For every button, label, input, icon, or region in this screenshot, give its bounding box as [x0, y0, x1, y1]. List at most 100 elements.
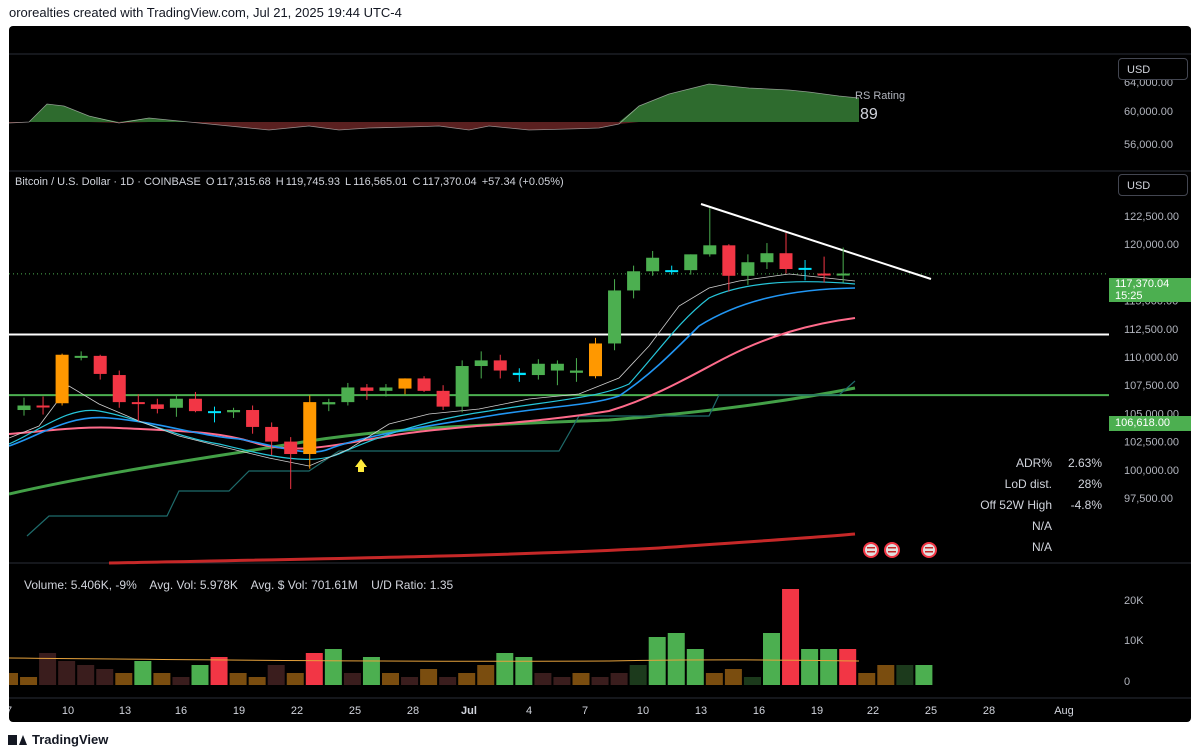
candle-body [303, 402, 317, 455]
volume-bar [686, 649, 704, 685]
candle [379, 384, 393, 397]
stat-row-na-1: N/A [960, 515, 1102, 536]
low-label: L [345, 176, 352, 188]
time-axis-label: 10 [62, 705, 74, 717]
rs-currency-button[interactable]: USD [1118, 58, 1188, 80]
candle-body [188, 398, 202, 412]
candle [112, 370, 126, 408]
price-axis-tick: 97,500.00 [1124, 493, 1173, 505]
candle [398, 378, 412, 395]
volume-bar [915, 665, 933, 685]
symbol-name[interactable]: Bitcoin / U.S. Dollar · 1D · COINBASE [15, 176, 201, 188]
candle [436, 385, 450, 411]
candle-body [17, 405, 31, 411]
candle [817, 256, 831, 283]
candle-body [608, 290, 622, 344]
event-flag-inner [886, 544, 898, 556]
stat-label: LoD dist. [1004, 476, 1052, 491]
event-flag-stripe [867, 551, 875, 553]
event-flag-stripe [925, 547, 933, 549]
candle-body [436, 390, 450, 407]
candle-body [169, 398, 183, 408]
candle [188, 391, 202, 413]
trailing-stop-line [26, 380, 856, 537]
volume-bar [153, 673, 171, 685]
chart-credit-bar: ororealties created with TradingView.com… [0, 0, 1200, 26]
stat-row-lod: LoD dist. 28% [960, 473, 1102, 494]
candle-body [455, 366, 469, 407]
time-axis-label: 28 [407, 705, 419, 717]
time-axis-label: 16 [753, 705, 765, 717]
price-axis-tick: 122,500.00 [1124, 211, 1179, 223]
stat-row-52w: Off 52W High -4.8% [960, 494, 1102, 515]
volume-bar [210, 657, 228, 685]
stat-label: Off 52W High [980, 497, 1052, 512]
footer-bar [0, 722, 1200, 753]
candle [55, 353, 69, 406]
candle-body [665, 270, 679, 273]
stat-value: 2.63% [1067, 455, 1102, 470]
volume-bar [229, 673, 247, 685]
event-flag-inner [865, 544, 877, 556]
ma10-line [9, 287, 856, 453]
rs-axis-tick: 64,000.00 [1124, 77, 1173, 89]
event-flag-stripe [888, 547, 896, 549]
rs-axis-tick: 60,000.00 [1124, 106, 1173, 118]
volume-bar [648, 637, 666, 685]
main-currency-button[interactable]: USD [1118, 174, 1188, 196]
close-label: C [412, 176, 421, 188]
volume-legend[interactable]: Volume: 5.406K, -9% Avg. Vol: 5.978K Avg… [24, 578, 463, 592]
candle-body [646, 257, 660, 272]
stat-value: 28% [1077, 476, 1102, 491]
chart-container[interactable]: 64,000.00 60,000.00 56,000.00 122,500.00 120… [9, 26, 1191, 722]
candle-body [398, 378, 412, 389]
candle-body [36, 405, 50, 408]
ma21-line [9, 317, 856, 450]
volume-bar [77, 665, 95, 685]
volume-bar [39, 653, 57, 685]
chart-canvas[interactable]: 64,000.00 60,000.00 56,000.00 122,500.00 120… [9, 26, 1191, 722]
candle-body [798, 267, 812, 270]
time-axis-label: 22 [291, 705, 303, 717]
candle [227, 407, 241, 418]
volume-bar [591, 677, 609, 685]
volume-bar [58, 661, 76, 685]
last-price-value: 117,370.04 [1115, 278, 1170, 290]
volume-bar [515, 657, 533, 685]
candle [131, 394, 145, 422]
time-axis-label: Jul [461, 705, 477, 717]
stat-value: -4.8% [1070, 497, 1102, 512]
tradingview-brand[interactable]: TradingView [8, 732, 108, 747]
candle [722, 244, 736, 292]
candle [550, 360, 564, 386]
candle [512, 368, 526, 382]
level-price-tag: 106,618.00 [1109, 416, 1191, 431]
high-label: H [275, 176, 284, 188]
candle [265, 422, 279, 456]
volume-bar [324, 649, 342, 685]
low-value: 116,565.01 [353, 176, 408, 188]
candle [17, 397, 31, 416]
candle-body [760, 253, 774, 263]
time-axis-label: 16 [175, 705, 187, 717]
time-axis-label: 7 [582, 705, 588, 717]
event-flag-stripe [867, 547, 875, 549]
candle-body [284, 441, 298, 455]
candle [741, 254, 755, 285]
volume-bar [458, 673, 476, 685]
candle [36, 396, 50, 415]
candle-body [684, 254, 698, 271]
volume-bar [115, 673, 133, 685]
candle-body [150, 404, 164, 409]
candle-body [512, 372, 526, 376]
time-axis-label: 4 [526, 705, 532, 717]
volume-axis-tick: 0 [1124, 676, 1130, 688]
candle [341, 382, 355, 406]
candle [627, 265, 641, 299]
candle-body [474, 360, 488, 367]
volume-bar [439, 677, 457, 685]
volume-bar [839, 649, 857, 685]
volume-bar [572, 673, 590, 685]
candle [684, 254, 698, 275]
